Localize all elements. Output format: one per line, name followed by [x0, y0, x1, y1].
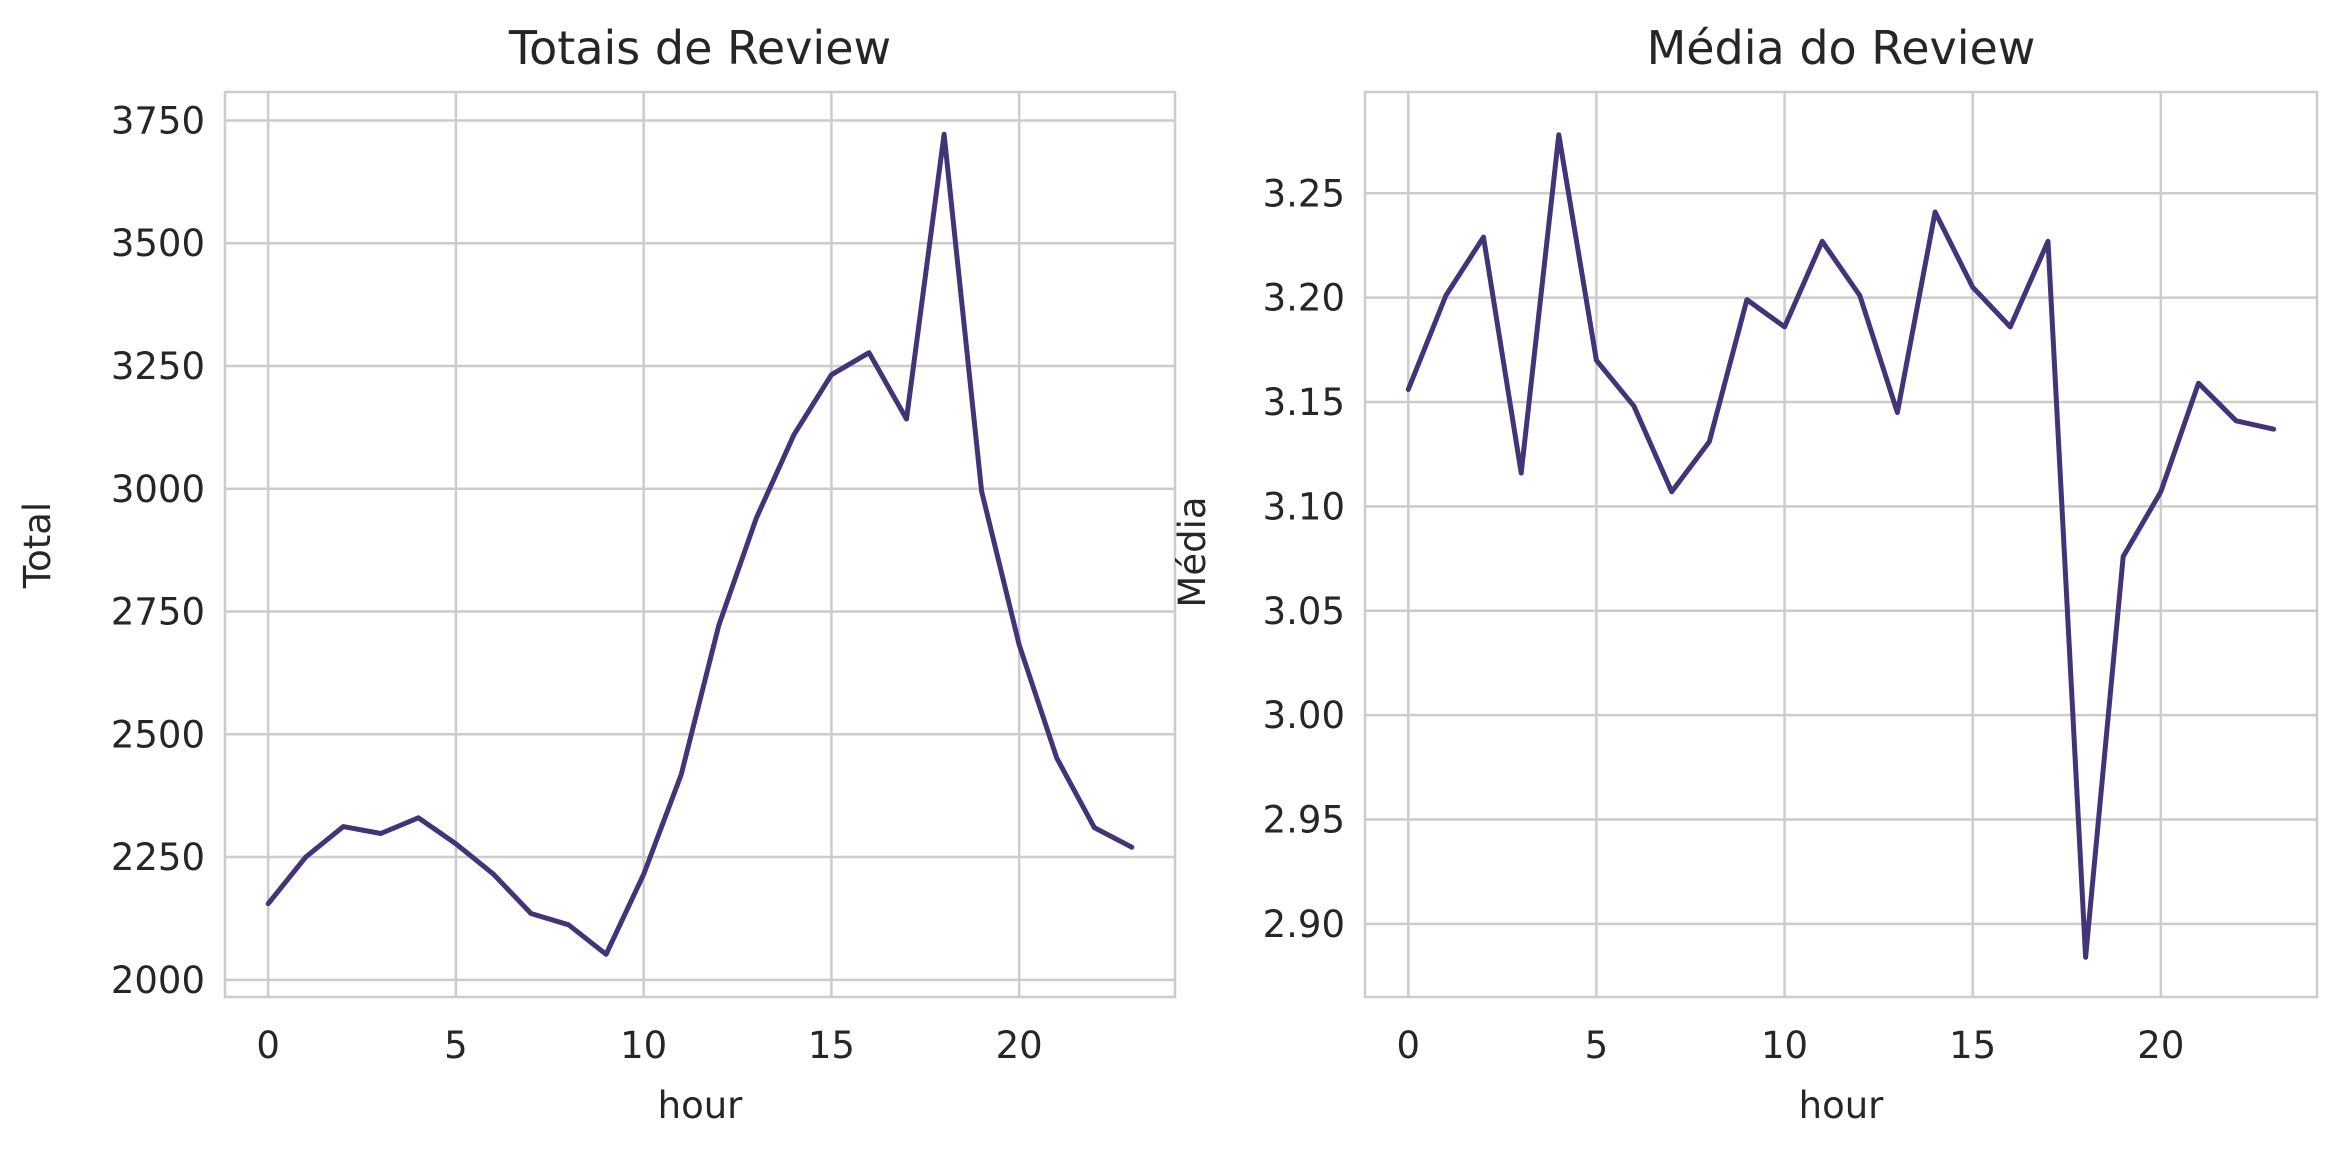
x-axis-label: hour [658, 1084, 744, 1127]
x-tick-label: 10 [1761, 1024, 1808, 1067]
y-tick-label: 3750 [111, 99, 205, 142]
series-line [1405, 132, 2277, 960]
y-tick-label: 3500 [111, 222, 205, 265]
y-tick-label: 2.90 [1263, 903, 1345, 946]
y-tick-label: 3.20 [1263, 277, 1345, 320]
y-tick-label: 3.05 [1263, 590, 1345, 633]
series-line [265, 131, 1135, 957]
y-tick-label: 2750 [111, 591, 205, 634]
x-tick-label: 0 [1396, 1024, 1420, 1067]
x-tick-label: 0 [256, 1024, 280, 1067]
x-tick-label: 15 [1949, 1024, 1996, 1067]
chart-title: Média do Review [1647, 21, 2036, 75]
plot-frame [1363, 90, 2319, 999]
x-tick-label: 20 [996, 1024, 1043, 1067]
x-tick-label: 5 [444, 1024, 468, 1067]
x-tick-label: 5 [1585, 1024, 1609, 1067]
y-tick-label: 3.25 [1263, 172, 1345, 215]
x-tick-label: 15 [808, 1024, 855, 1067]
x-tick-label: 10 [620, 1024, 667, 1067]
y-tick-label: 2000 [111, 959, 205, 1002]
y-tick-label: 3.15 [1263, 381, 1345, 424]
y-tick-label: 3250 [111, 345, 205, 388]
y-tick-label: 3000 [111, 468, 205, 511]
plot-frame [223, 90, 1177, 999]
y-axis-label: Total [16, 502, 59, 589]
y-tick-label: 3.10 [1263, 485, 1345, 528]
y-tick-label: 3.00 [1263, 694, 1345, 737]
y-axis-label: Média [1171, 496, 1214, 607]
panel-totals: 0 5 10 15 20 2000 2250 2500 2750 3000 3250 3500 3750… [16, 21, 1177, 1127]
chart-title: Totais de Review [508, 21, 891, 75]
y-tick-label: 2.95 [1263, 799, 1345, 842]
x-tick-label: 20 [2137, 1024, 2184, 1067]
x-axis-label: hour [1799, 1084, 1885, 1127]
panel-mean: 0 5 10 15 20 2.90 2.95 3.00 3.05 3.10 3.15 3.20 3.25… [1171, 21, 2319, 1127]
y-tick-label: 2500 [111, 713, 205, 756]
y-tick-label: 2250 [111, 836, 205, 879]
